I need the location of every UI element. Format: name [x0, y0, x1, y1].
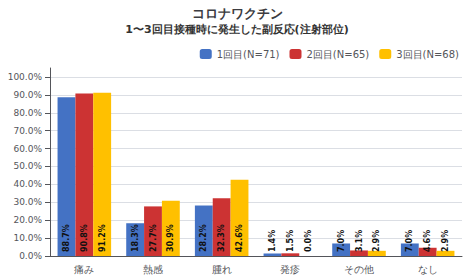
svg-text:7.0%: 7.0%: [337, 230, 346, 252]
svg-text:痛み: 痛み: [74, 264, 94, 275]
svg-text:その他: その他: [344, 264, 374, 275]
svg-text:90.0%: 90.0%: [13, 90, 42, 100]
svg-text:1〜3回目接種時に発生した副反応(注射部位): 1〜3回目接種時に発生した副反応(注射部位): [125, 23, 348, 36]
svg-text:発疹: 発疹: [280, 264, 300, 275]
svg-text:コロナワクチン: コロナワクチン: [192, 6, 283, 21]
svg-text:20.0%: 20.0%: [13, 215, 42, 225]
svg-text:80.0%: 80.0%: [13, 108, 42, 118]
svg-text:腫れ: 腫れ: [212, 264, 232, 275]
svg-text:100.0%: 100.0%: [8, 72, 43, 82]
svg-text:27.7%: 27.7%: [149, 224, 158, 252]
svg-text:2.9%: 2.9%: [372, 230, 381, 252]
svg-text:1.5%: 1.5%: [286, 230, 295, 252]
svg-text:30.0%: 30.0%: [13, 197, 42, 207]
svg-text:28.2%: 28.2%: [199, 224, 208, 252]
svg-text:70.0%: 70.0%: [13, 126, 42, 136]
svg-text:熱感: 熱感: [143, 264, 163, 275]
svg-text:2.9%: 2.9%: [441, 230, 450, 252]
svg-text:3回目(N=68): 3回目(N=68): [396, 49, 459, 60]
svg-text:0.0%: 0.0%: [19, 251, 42, 261]
svg-text:7.0%: 7.0%: [405, 230, 414, 252]
svg-text:60.0%: 60.0%: [13, 144, 42, 154]
svg-text:10.0%: 10.0%: [13, 233, 42, 243]
svg-text:50.0%: 50.0%: [13, 161, 42, 171]
svg-text:0.0%: 0.0%: [304, 230, 313, 252]
svg-text:30.9%: 30.9%: [166, 224, 175, 252]
svg-text:18.3%: 18.3%: [131, 224, 140, 252]
svg-text:3.1%: 3.1%: [355, 230, 364, 252]
svg-text:88.7%: 88.7%: [62, 224, 71, 252]
svg-text:40.0%: 40.0%: [13, 179, 42, 189]
svg-text:1.4%: 1.4%: [268, 230, 277, 252]
svg-text:2回目(N=65): 2回目(N=65): [307, 49, 370, 60]
svg-text:なし: なし: [418, 264, 438, 275]
svg-text:32.3%: 32.3%: [217, 224, 226, 252]
svg-text:90.8%: 90.8%: [80, 224, 89, 252]
svg-text:42.6%: 42.6%: [235, 224, 244, 252]
svg-text:1回目(N=71): 1回目(N=71): [217, 49, 280, 60]
svg-text:91.2%: 91.2%: [98, 224, 107, 252]
svg-text:4.6%: 4.6%: [423, 230, 432, 252]
